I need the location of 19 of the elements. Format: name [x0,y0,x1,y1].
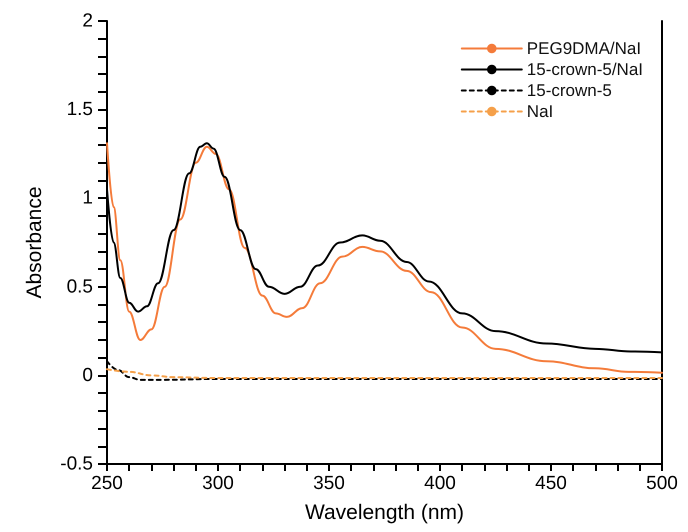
x-tick-label: 250 [91,473,123,494]
line-series [106,368,663,380]
x-tick-label: 450 [535,473,567,494]
y-axis-title: Absorbance [23,186,46,299]
legend-label: 15-crown-5 [526,81,612,100]
x-tick-label: 300 [202,473,234,494]
y-tick-label: 0.5 [66,276,93,298]
x-axis-title: Wavelength (nm) [304,501,464,524]
x-tick-label: 400 [424,473,456,494]
y-tick-label: 1 [82,188,93,209]
legend-label: 15-crown-5/NaI [526,60,644,79]
x-tick-label: 500 [646,473,678,494]
x-tick-label: 350 [313,473,345,494]
legend-label: NaI [526,102,554,121]
y-tick-label: 2 [82,10,93,32]
y-tick-label: -0.5 [60,454,93,474]
y-tick-label: 1.5 [66,99,93,120]
legend-label: PEG9DMA/NaI [526,39,642,58]
y-tick-label: 0 [82,364,93,386]
